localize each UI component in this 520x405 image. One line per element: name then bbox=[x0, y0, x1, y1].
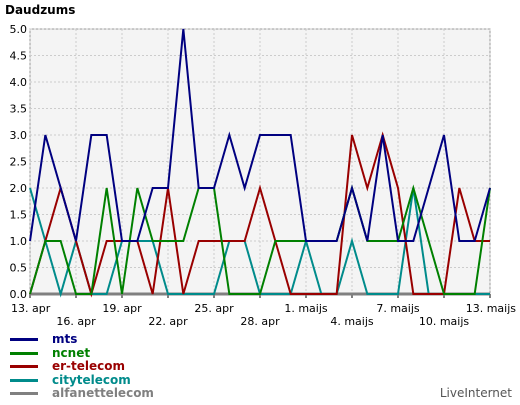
x-tick-label: 10. maijs bbox=[419, 315, 470, 328]
legend-label-er-telecom: er-telecom bbox=[52, 359, 126, 373]
legend-item-er-telecom: er-telecom bbox=[10, 359, 154, 374]
y-tick-label: 4.0 bbox=[10, 76, 28, 89]
series-line-ncnet bbox=[29, 184, 491, 295]
y-tick-label: 5.0 bbox=[10, 23, 28, 36]
legend-item-alfanettelecom: alfanettelecom bbox=[10, 386, 154, 401]
legend-label-citytelecom: citytelecom bbox=[52, 372, 131, 387]
y-axis: 0.0 0.5 1.0 1.5 2.0 2.5 3.0 3.5 4.0 4.5 5.0 bbox=[10, 23, 28, 301]
x-tick-label: 13. apr bbox=[11, 302, 51, 315]
x-tick-label: 22. apr bbox=[148, 315, 188, 328]
legend-item-mts: mts bbox=[10, 332, 154, 347]
chart-title: Daudzums bbox=[5, 3, 75, 17]
y-tick-label: 0.5 bbox=[10, 262, 28, 275]
y-tick-label: 0.0 bbox=[10, 288, 28, 301]
x-tick-label: 13. maijs bbox=[466, 302, 517, 315]
y-tick-label: 2.0 bbox=[10, 182, 28, 195]
x-tick-label: 19. apr bbox=[102, 302, 142, 315]
legend-label-alfanettelecom: alfanettelecom bbox=[52, 386, 154, 400]
legend-swatch-mts bbox=[10, 338, 38, 342]
series-line-mts bbox=[29, 28, 491, 242]
series-line-er-telecom bbox=[29, 131, 490, 298]
y-tick-label: 1.0 bbox=[10, 235, 28, 248]
legend-swatch-er-telecom bbox=[10, 365, 38, 369]
y-tick-label: 3.5 bbox=[10, 103, 28, 116]
legend-swatch-alfanettelecom bbox=[10, 392, 38, 396]
legend-swatch-ncnet bbox=[10, 351, 38, 355]
x-tick-label: 28. apr bbox=[240, 315, 280, 328]
series-lines bbox=[29, 28, 491, 298]
x-tick-label: 1. maijs bbox=[284, 302, 328, 315]
y-tick-label: 1.5 bbox=[10, 209, 28, 222]
x-tick-label: 4. maijs bbox=[330, 315, 374, 328]
x-tick-label: 25. apr bbox=[194, 302, 234, 315]
legend-swatch-citytelecom bbox=[10, 378, 38, 382]
y-tick-label: 2.5 bbox=[10, 156, 28, 169]
legend-item-citytelecom: citytelecom bbox=[10, 372, 154, 388]
y-tick-label: 3.0 bbox=[10, 129, 28, 142]
brand-label[interactable]: LiveInternet bbox=[439, 386, 512, 400]
legend-label-mts: mts bbox=[52, 332, 78, 346]
legend: mts ncnet er-telecom citytelecom alfanet… bbox=[10, 332, 154, 401]
y-tick-label: 4.5 bbox=[10, 50, 28, 63]
x-tick-label: 16. apr bbox=[56, 315, 96, 328]
x-axis: 13. apr 16. apr 19. apr 22. apr 25. apr 28. a… bbox=[11, 294, 516, 328]
legend-item-ncnet: ncnet bbox=[10, 345, 154, 361]
x-tick-label: 7. maijs bbox=[376, 302, 420, 315]
legend-label-ncnet: ncnet bbox=[52, 345, 91, 360]
